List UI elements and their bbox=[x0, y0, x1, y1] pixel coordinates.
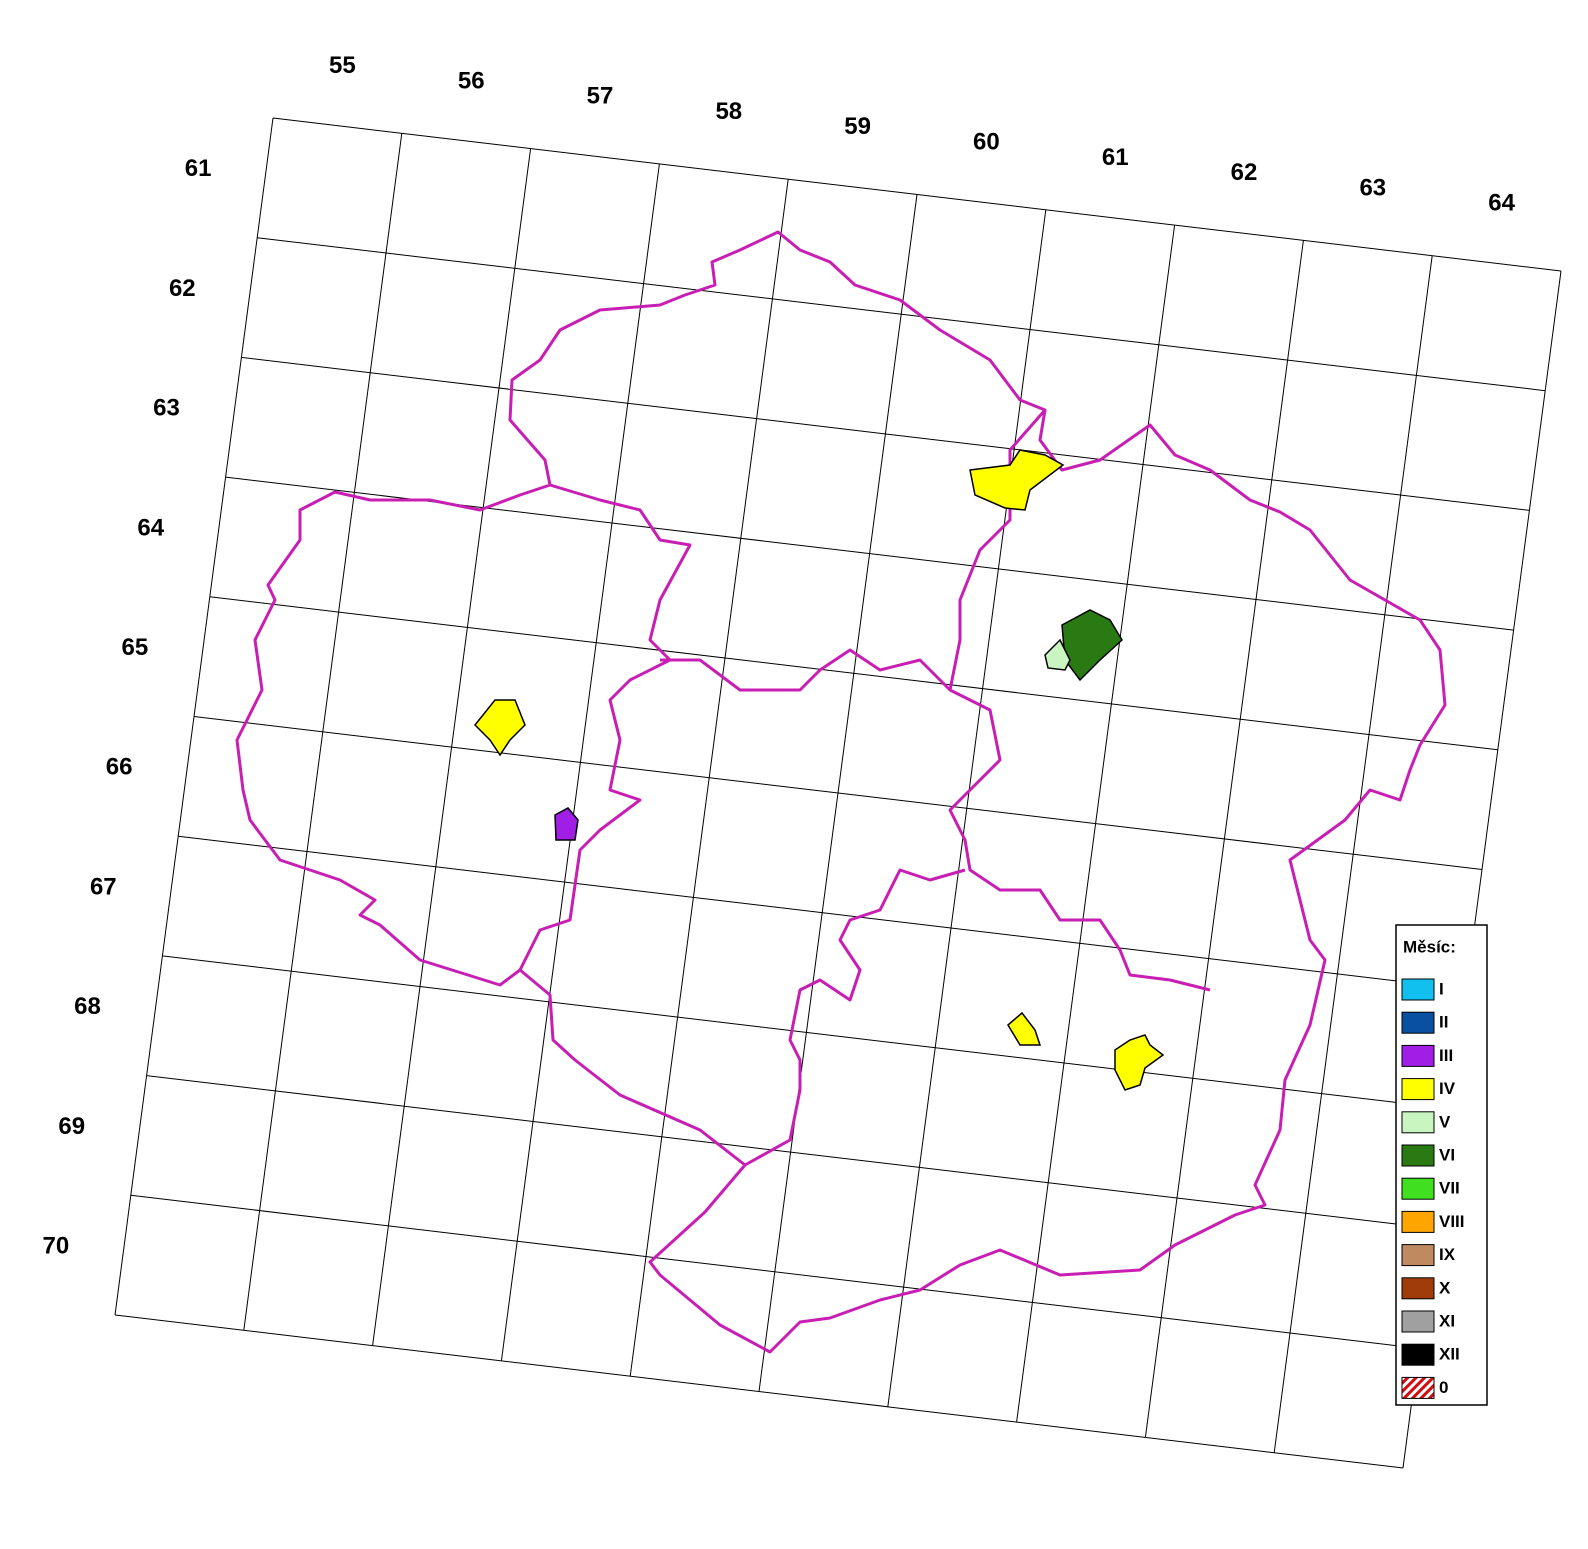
legend-label: I bbox=[1439, 979, 1444, 998]
column-label: 55 bbox=[329, 52, 356, 79]
grid bbox=[114, 117, 1562, 1469]
row-label: 66 bbox=[106, 754, 133, 781]
row-label: 70 bbox=[43, 1232, 70, 1259]
column-label: 60 bbox=[973, 128, 1000, 155]
grid-line bbox=[209, 596, 1498, 751]
row-label: 69 bbox=[58, 1113, 85, 1140]
legend-label: V bbox=[1439, 1112, 1451, 1131]
legend-title: Měsíc: bbox=[1403, 937, 1456, 956]
row-label: 61 bbox=[185, 155, 212, 182]
grid-line bbox=[114, 1314, 1404, 1469]
column-label: 64 bbox=[1488, 190, 1515, 217]
legend-swatch bbox=[1401, 978, 1435, 1001]
legend-label: IV bbox=[1439, 1079, 1456, 1098]
region-border bbox=[235, 230, 1447, 1354]
row-label: 67 bbox=[90, 873, 117, 900]
legend-label: II bbox=[1439, 1013, 1448, 1032]
row-label: 64 bbox=[137, 514, 164, 541]
grid-line bbox=[193, 716, 1483, 870]
highlighted-area bbox=[1044, 638, 1071, 671]
grid-line bbox=[130, 1194, 1419, 1349]
column-label: 57 bbox=[587, 83, 614, 110]
legend-label: VI bbox=[1439, 1145, 1455, 1164]
highlighted-area bbox=[1061, 609, 1123, 682]
region-border bbox=[744, 868, 966, 1167]
legend-label: VII bbox=[1439, 1179, 1460, 1198]
legend-label: 0 bbox=[1439, 1378, 1448, 1397]
legend-label: X bbox=[1439, 1278, 1451, 1297]
column-label: 63 bbox=[1359, 174, 1386, 201]
grid-line bbox=[272, 117, 1562, 272]
legend-label: IX bbox=[1439, 1245, 1456, 1264]
region-border bbox=[948, 409, 1047, 691]
legend-swatch bbox=[1401, 1044, 1435, 1067]
highlighted-area bbox=[554, 807, 579, 841]
grid-line bbox=[162, 955, 1451, 1110]
row-label: 65 bbox=[122, 634, 149, 661]
legend-swatch bbox=[1401, 1244, 1435, 1267]
legend-swatch bbox=[1401, 1310, 1435, 1333]
legend-label: VIII bbox=[1439, 1212, 1465, 1231]
row-label: 62 bbox=[169, 275, 196, 302]
highlighted-area bbox=[473, 699, 526, 757]
region-border bbox=[660, 648, 1211, 992]
grid-line bbox=[146, 1075, 1435, 1230]
grid-line bbox=[257, 237, 1546, 392]
legend-swatch bbox=[1401, 1277, 1435, 1300]
highlighted-area bbox=[969, 449, 1065, 511]
column-label: 62 bbox=[1231, 159, 1258, 186]
legend-swatch bbox=[1401, 1144, 1435, 1167]
grid-line bbox=[241, 356, 1530, 511]
legend-label: XII bbox=[1439, 1345, 1460, 1364]
grid-line bbox=[178, 835, 1467, 990]
column-label: 59 bbox=[844, 113, 871, 140]
legend-swatch bbox=[1401, 1111, 1435, 1134]
legend-swatch bbox=[1401, 1177, 1435, 1200]
legend-label: XI bbox=[1439, 1311, 1455, 1330]
row-label: 63 bbox=[153, 395, 180, 422]
column-label: 56 bbox=[458, 67, 485, 94]
legend-swatch bbox=[1401, 1376, 1435, 1399]
legend-swatch bbox=[1401, 1343, 1435, 1366]
column-label: 58 bbox=[715, 98, 742, 125]
legend-label: III bbox=[1439, 1046, 1453, 1065]
legend-swatch bbox=[1401, 1210, 1435, 1233]
legend-swatch bbox=[1401, 1078, 1435, 1101]
column-label: 61 bbox=[1102, 144, 1129, 171]
row-label: 68 bbox=[74, 993, 101, 1020]
legend-swatch bbox=[1401, 1011, 1435, 1034]
regions bbox=[235, 230, 1447, 1354]
highlighted-area bbox=[1114, 1034, 1165, 1091]
region-border bbox=[518, 483, 692, 971]
highlighted-area bbox=[1007, 1011, 1042, 1046]
